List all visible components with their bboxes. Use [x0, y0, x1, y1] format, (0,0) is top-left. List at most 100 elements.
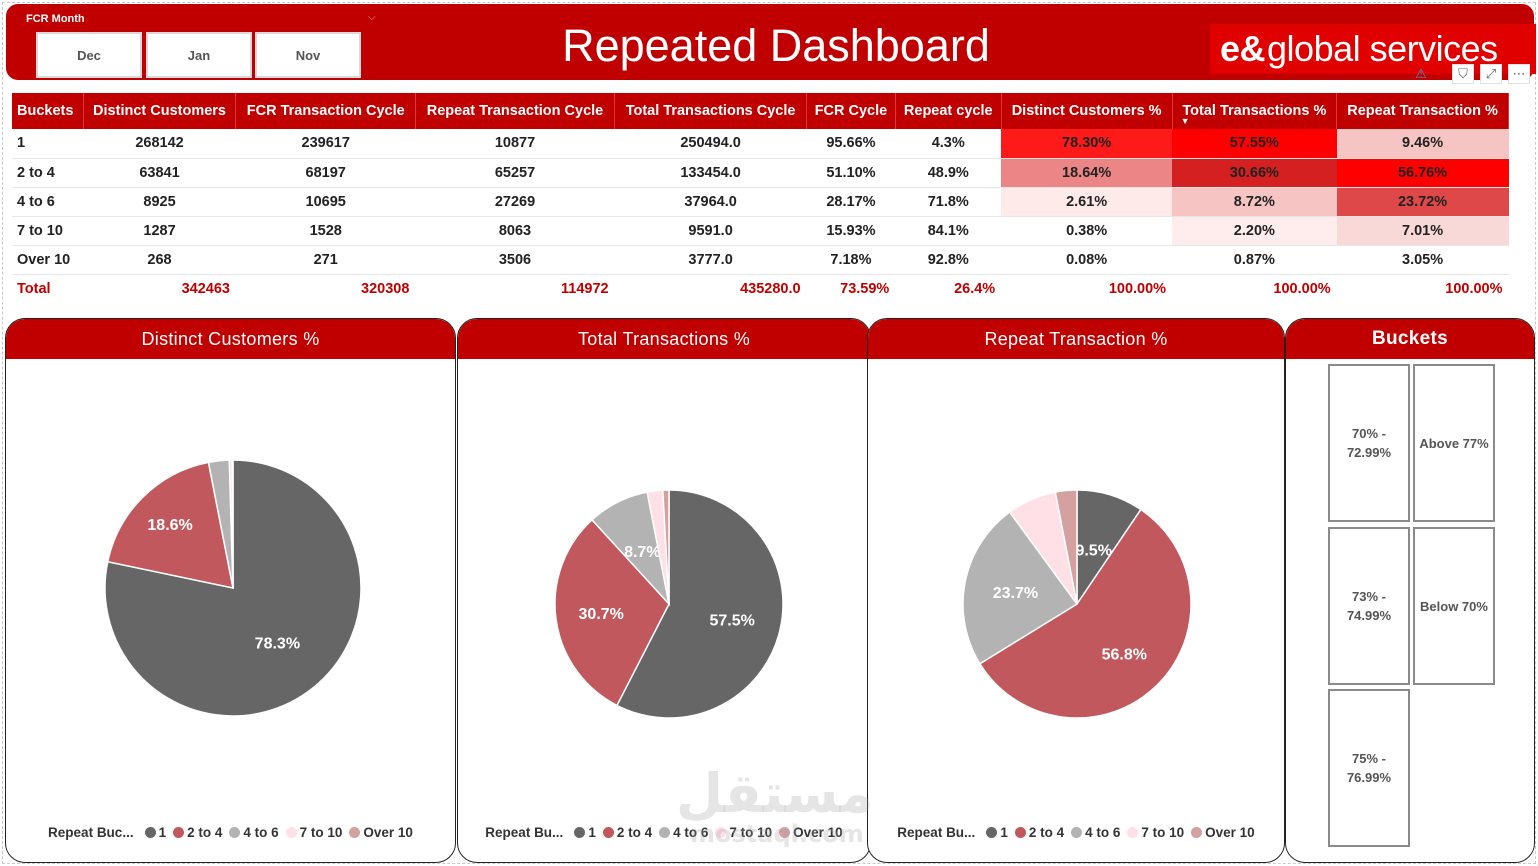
table-cell: 68197 — [235, 158, 416, 188]
pie-slice-1[interactable] — [615, 489, 784, 719]
pie-chart-repeat-transaction: 9.5% 56.8% 23.7% — [962, 489, 1192, 719]
filter-icon[interactable]: ⛉ — [1452, 64, 1474, 84]
column-header[interactable]: FCR Transaction Cycle — [235, 93, 416, 129]
pie-slice-4-to-6[interactable] — [962, 510, 1079, 665]
panel-buckets: Buckets 70% - 72.99% Above 77% 73% - 74.… — [1285, 318, 1535, 863]
column-header[interactable]: FCR Cycle — [806, 93, 896, 129]
legend-swatch — [1071, 827, 1083, 838]
column-header[interactable]: Buckets — [12, 93, 84, 129]
table-cell: 1 — [12, 129, 84, 159]
table-cell: 56.76% — [1336, 158, 1509, 188]
data-label: 78.3% — [255, 636, 300, 653]
legend-item[interactable]: Over 10 — [779, 825, 843, 840]
pie-slice-2-to-4[interactable] — [554, 518, 670, 707]
column-header[interactable]: Repeat Transaction % — [1336, 93, 1509, 129]
table-cell: 3506 — [415, 245, 615, 275]
table-cell: 48.9% — [895, 158, 1002, 188]
table-cell: 2.61% — [1001, 187, 1173, 217]
table-cell: 15.93% — [806, 216, 896, 246]
legend-item[interactable]: 2 to 4 — [602, 825, 652, 840]
legend-swatch — [285, 827, 297, 838]
data-label: 56.8% — [1102, 646, 1147, 663]
pie-chart-distinct-customers: 78.3% 18.6% — [104, 459, 362, 717]
table-cell: 23.72% — [1336, 187, 1509, 217]
legend-item[interactable]: 1 — [986, 825, 1008, 840]
legend-item[interactable]: 2 to 4 — [173, 825, 222, 840]
legend-label: 4 to 6 — [243, 825, 279, 840]
more-options-icon[interactable]: ⋯ — [1508, 64, 1530, 84]
slicer-option-nov[interactable]: Nov — [255, 32, 361, 78]
table-cell: 1287 — [83, 216, 236, 246]
table-cell: 78.30% — [1001, 129, 1173, 159]
bucket-tile-75-76[interactable]: 75% - 76.99% — [1328, 689, 1410, 847]
table-row[interactable]: 4 to 6 8925 10695 27269 37964.0 28.17% 71.8% 2.… — [12, 187, 1509, 217]
legend-label: 7 to 10 — [1141, 825, 1185, 840]
slicer-title: FCR Month — [26, 13, 85, 25]
bucket-tile-70-72[interactable]: 70% - 72.99% — [1328, 364, 1410, 522]
legend-item[interactable]: Over 10 — [349, 825, 413, 840]
focus-mode-icon[interactable]: ⤢ — [1480, 64, 1502, 84]
legend-item[interactable]: 7 to 10 — [285, 825, 342, 840]
legend-item[interactable]: 1 — [144, 825, 166, 840]
legend-item[interactable]: 4 to 6 — [659, 825, 708, 840]
header-banner: FCR Month ⌵ Dec Jan Nov Repeated Dashboa… — [6, 4, 1536, 80]
table-cell: 84.1% — [895, 216, 1002, 246]
legend-swatch — [1127, 827, 1139, 838]
legend-item[interactable]: 2 to 4 — [1014, 825, 1064, 840]
data-label: 18.6% — [147, 517, 192, 534]
pie-slice-over-10[interactable] — [661, 489, 670, 605]
bucket-tile-73-74[interactable]: 73% - 74.99% — [1328, 527, 1410, 685]
legend-label: Over 10 — [363, 825, 413, 840]
panel-total-transactions: Total Transactions % 57.5% 30.7% 8.7% Repe… — [457, 318, 871, 863]
table-row[interactable]: 7 to 10 1287 1528 8063 9591.0 15.93% 84.1% 0.38… — [12, 216, 1509, 246]
table-cell: 7 to 10 — [12, 216, 84, 246]
column-header[interactable]: Total Transactions % ▼ — [1172, 93, 1338, 129]
legend-item[interactable]: 7 to 10 — [715, 825, 772, 840]
column-header[interactable]: Distinct Customers % — [1001, 93, 1173, 129]
column-header[interactable]: Distinct Customers — [83, 93, 237, 129]
column-header-label: FCR Cycle — [814, 103, 888, 119]
table-cell: 268 — [83, 245, 236, 275]
legend-item[interactable]: 4 to 6 — [1071, 825, 1120, 840]
total-cell: 100.00% — [1001, 273, 1173, 303]
table-cell: 2.20% — [1172, 216, 1337, 246]
pie-slice-2-to-4[interactable] — [978, 508, 1192, 719]
legend-swatch — [1191, 827, 1203, 838]
legend-swatch — [229, 827, 241, 838]
legend-item[interactable]: 7 to 10 — [1127, 825, 1184, 840]
pie-slice-over-10[interactable] — [231, 459, 234, 589]
column-header[interactable]: Repeat Transaction Cycle — [415, 93, 616, 129]
slicer-option-jan[interactable]: Jan — [146, 32, 252, 78]
column-header[interactable]: Repeat cycle — [895, 93, 1002, 129]
legend-item[interactable]: 4 to 6 — [229, 825, 279, 840]
table-cell: 0.38% — [1001, 216, 1173, 246]
total-cell: 320308 — [235, 273, 416, 303]
pie-slice-2-to-4[interactable] — [106, 461, 234, 589]
legend-label: 2 to 4 — [187, 825, 223, 840]
total-cell: 435280.0 — [614, 273, 807, 303]
table-cell: 10695 — [235, 187, 416, 217]
legend-item[interactable]: 1 — [574, 825, 596, 840]
slicer-option-dec[interactable]: Dec — [36, 32, 142, 78]
table-cell: 3.05% — [1336, 245, 1509, 275]
table-cell: 71.8% — [895, 187, 1002, 217]
table-row[interactable]: 1 268142 239617 10877 250494.0 95.66% 4.3% 78.3… — [12, 129, 1509, 159]
table-row[interactable]: 2 to 4 63841 68197 65257 133454.0 51.10% 48.9%… — [12, 158, 1509, 188]
table-row[interactable]: Over 10 268 271 3506 3777.0 7.18% 92.8% 0.08% 0.… — [12, 245, 1509, 275]
bucket-tile-above-77[interactable]: Above 77% — [1413, 364, 1495, 522]
column-header[interactable]: Total Transactions Cycle — [614, 93, 808, 129]
pie-slice-over-10[interactable] — [1054, 489, 1078, 605]
warning-icon[interactable]: ⚠ — [1415, 66, 1427, 82]
pie-slice-1[interactable] — [104, 459, 362, 717]
chevron-down-icon[interactable]: ⌵ — [368, 12, 376, 23]
legend-swatch — [349, 827, 361, 838]
data-label: 23.7% — [993, 585, 1038, 602]
legend-item[interactable]: Over 10 — [1191, 825, 1255, 840]
legend-label: 4 to 6 — [1085, 825, 1121, 840]
sort-descending-icon[interactable]: ▼ — [1180, 116, 1190, 126]
legend-label: 1 — [588, 825, 596, 840]
panel-title: Buckets — [1286, 319, 1534, 359]
total-cell: 342463 — [83, 273, 236, 303]
bucket-tile-below-70[interactable]: Below 70% — [1413, 527, 1495, 685]
legend-title: Repeat Bu... — [485, 825, 564, 840]
